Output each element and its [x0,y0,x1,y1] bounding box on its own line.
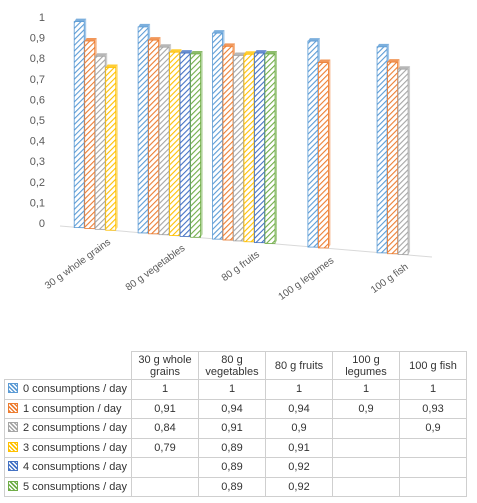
data-label: 1 [332,379,400,400]
y-axis: 0 0,1 0,2 0,3 0,4 0,5 0,6 0,7 0,8 0,9 1 [30,12,45,230]
table-header-cell: 80 g vegetables [198,351,266,380]
table-row: 1 consumption / day 0,91 0,94 0,94 0,9 0,93 [4,398,467,419]
legend-entry: 4 consumptions / day [4,457,132,478]
y-tick-label: 0,8 [30,53,45,65]
y-tick-label: 0,5 [30,115,45,127]
table-row: 0 consumptions / day 1 1 1 1 1 [4,379,467,400]
data-label [332,437,400,458]
legend-label: 1 consumption / day [23,402,122,415]
data-label [131,476,199,497]
data-label: 0,79 [131,437,199,458]
legend-label: 3 consumptions / day [23,441,127,454]
data-label [131,457,199,478]
legend-swatch [8,422,18,433]
y-tick-label: 0,7 [30,74,45,86]
y-tick-label: 0 [39,218,45,230]
table-header-cell: 100 g legumes [332,351,400,380]
data-label [332,457,400,478]
bar [105,64,118,231]
legend-label: 2 consumptions / day [23,422,127,435]
x-tick-label: 100 g legumes [277,255,337,302]
table-row: 3 consumptions / day 0,79 0,89 0,91 [4,437,467,458]
y-tick-label: 0,2 [30,177,45,189]
y-tick-label: 0,1 [30,197,45,209]
data-table: 30 g whole grains 80 g vegetables 80 g fru… [4,351,467,497]
legend-swatch [8,402,18,413]
data-label: 1 [399,379,467,400]
data-label: 1 [265,379,333,400]
x-tick-label: 80 g vegetables [124,243,188,293]
table-row: 5 consumptions / day 0,89 0,92 [4,476,467,497]
legend-swatch [8,461,18,472]
legend-entry: 2 consumptions / day [4,418,132,439]
bar [190,50,203,238]
y-tick-label: 0,3 [30,156,45,168]
data-label: 1 [131,379,199,400]
data-label: 0,93 [399,398,467,419]
legend-entry: 3 consumptions / day [4,437,132,458]
table-row: 4 consumptions / day 0,89 0,92 [4,457,467,478]
x-axis: 30 g whole grains 80 g vegetables 80 g fru… [43,237,410,303]
legend-swatch [8,441,18,452]
y-tick-label: 1 [39,12,45,24]
table-header-cell: 30 g whole grains [131,351,199,380]
data-label: 0,89 [198,437,266,458]
data-label [332,476,400,497]
bar-chart: 0 0,1 0,2 0,3 0,4 0,5 0,6 0,7 0,8 0,9 1 30 g whole… [30,12,433,303]
data-label: 0,89 [198,476,266,497]
table-header-row: 30 g whole grains 80 g vegetables 80 g fru… [4,351,467,380]
legend-entry: 1 consumption / day [4,398,132,419]
data-label: 0,9 [265,418,333,439]
y-tick-label: 0,6 [30,94,45,106]
legend-label: 4 consumptions / day [23,461,127,474]
table-header-cell: 80 g fruits [265,351,333,380]
data-label: 0,91 [198,418,266,439]
legend-label: 0 consumptions / day [23,383,127,396]
data-label: 0,89 [198,457,266,478]
data-label: 0,84 [131,418,199,439]
data-label: 0,91 [265,437,333,458]
data-label [399,476,467,497]
data-label: 1 [198,379,266,400]
x-tick-label: 30 g whole grains [43,237,113,292]
data-label: 0,94 [198,398,266,419]
x-tick-label: 80 g fruits [220,249,262,284]
y-tick-label: 0,4 [30,136,45,148]
data-label [399,457,467,478]
bars-group [73,18,411,255]
bar [397,66,411,255]
data-label: 0,91 [131,398,199,419]
x-tick-label: 100 g fish [369,262,411,296]
legend-entry: 5 consumptions / day [4,476,132,497]
legend-swatch [8,383,18,394]
data-label: 0,9 [399,418,467,439]
data-label: 0,9 [332,398,400,419]
table-corner-cell [4,351,132,380]
legend-label: 5 consumptions / day [23,480,127,493]
bar [317,59,331,249]
table-header-cell: 100 g fish [399,351,467,380]
y-tick-label: 0,9 [30,33,45,45]
data-label: 0,92 [265,457,333,478]
data-label [399,437,467,458]
legend-entry: 0 consumptions / day [4,379,132,400]
data-label [332,418,400,439]
table-row: 2 consumptions / day 0,84 0,91 0,9 0,9 [4,418,467,439]
data-label: 0,92 [265,476,333,497]
bar [264,50,277,244]
data-label: 0,94 [265,398,333,419]
legend-swatch [8,480,18,491]
